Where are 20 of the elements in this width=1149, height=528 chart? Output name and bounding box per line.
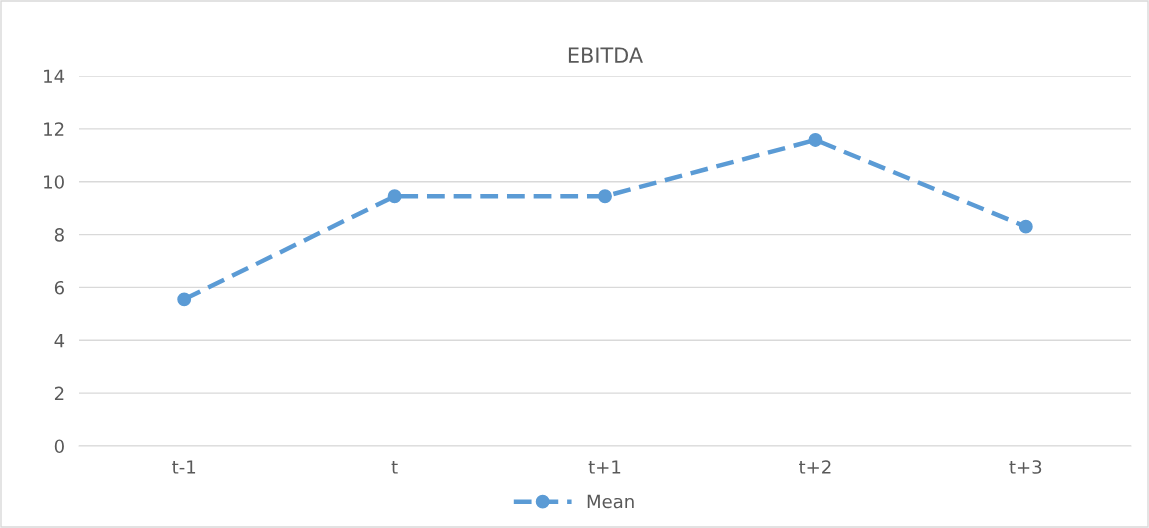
x-tick-label: t+3 <box>1009 460 1042 474</box>
x-tick-label: t+1 <box>588 460 621 474</box>
chart-title: EBITDA <box>568 47 643 63</box>
point <box>598 189 612 204</box>
point <box>387 189 402 204</box>
point <box>1018 219 1033 234</box>
y-tick-label: 14 <box>44 69 65 83</box>
y-tick-label: 6 <box>54 280 64 295</box>
legend-label: Mean <box>587 494 634 509</box>
y-tick-label: 0 <box>54 439 64 454</box>
y-tick-label: 2 <box>54 386 64 400</box>
x-tick-label: t <box>391 460 398 474</box>
y-tick-label: 4 <box>54 333 65 348</box>
y-tick-label: 12 <box>44 122 64 136</box>
y-tick-label: 10 <box>44 175 64 189</box>
point <box>177 292 192 307</box>
x-tick-label: t+2 <box>799 460 831 474</box>
x-tick-label: t-1 <box>172 460 196 474</box>
y-tick-label: 8 <box>54 228 64 242</box>
point <box>808 133 823 147</box>
